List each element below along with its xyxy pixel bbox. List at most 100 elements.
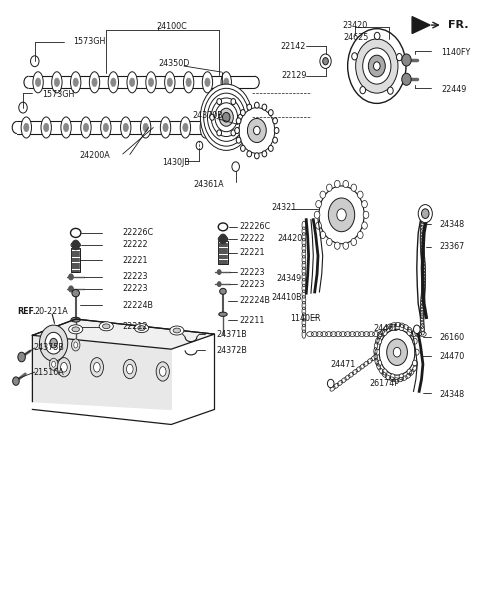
- Circle shape: [273, 137, 277, 143]
- Ellipse shape: [127, 364, 133, 374]
- Circle shape: [407, 330, 412, 336]
- Ellipse shape: [60, 362, 67, 372]
- Circle shape: [383, 330, 387, 336]
- Circle shape: [383, 369, 387, 375]
- Ellipse shape: [92, 78, 97, 86]
- Circle shape: [358, 232, 363, 238]
- Circle shape: [335, 181, 340, 188]
- Text: 24321: 24321: [272, 203, 297, 212]
- Ellipse shape: [24, 123, 29, 132]
- Ellipse shape: [180, 117, 191, 138]
- Circle shape: [247, 119, 266, 142]
- Circle shape: [352, 53, 358, 60]
- Text: 1140FY: 1140FY: [441, 47, 470, 57]
- Circle shape: [402, 54, 411, 66]
- Ellipse shape: [148, 78, 154, 86]
- Circle shape: [262, 104, 267, 110]
- Ellipse shape: [54, 78, 60, 86]
- Circle shape: [253, 126, 260, 135]
- Text: 24625: 24625: [343, 33, 368, 41]
- Ellipse shape: [108, 72, 119, 93]
- Circle shape: [326, 238, 332, 246]
- Circle shape: [50, 338, 57, 348]
- Text: 22223: 22223: [123, 272, 148, 282]
- Text: 21516A: 21516A: [34, 368, 64, 376]
- Text: 23367: 23367: [439, 242, 465, 251]
- Circle shape: [210, 114, 215, 120]
- Text: REF.: REF.: [17, 306, 36, 316]
- Ellipse shape: [202, 72, 213, 93]
- Text: 22221: 22221: [240, 248, 265, 257]
- Ellipse shape: [183, 123, 188, 132]
- Ellipse shape: [57, 358, 71, 377]
- Ellipse shape: [33, 72, 43, 93]
- Circle shape: [356, 39, 398, 93]
- Text: 22221: 22221: [123, 255, 148, 264]
- Text: 1140ER: 1140ER: [290, 314, 321, 323]
- Text: 22222: 22222: [240, 235, 265, 243]
- Circle shape: [399, 325, 404, 331]
- Ellipse shape: [72, 339, 80, 351]
- Circle shape: [72, 240, 80, 250]
- Ellipse shape: [63, 123, 69, 132]
- Circle shape: [363, 211, 369, 218]
- Circle shape: [39, 325, 68, 361]
- Circle shape: [358, 191, 363, 198]
- Circle shape: [316, 201, 322, 208]
- Circle shape: [328, 198, 355, 232]
- Ellipse shape: [220, 288, 226, 294]
- Ellipse shape: [52, 361, 56, 367]
- Circle shape: [390, 374, 395, 380]
- Ellipse shape: [120, 117, 131, 138]
- Circle shape: [200, 84, 252, 150]
- Circle shape: [320, 191, 325, 198]
- Polygon shape: [33, 336, 171, 409]
- Ellipse shape: [165, 72, 175, 93]
- Ellipse shape: [220, 117, 230, 138]
- Ellipse shape: [183, 72, 194, 93]
- Text: 26160: 26160: [439, 333, 465, 342]
- Ellipse shape: [103, 123, 108, 132]
- Circle shape: [343, 242, 348, 249]
- Circle shape: [393, 347, 401, 357]
- Text: 22211: 22211: [240, 316, 265, 325]
- Circle shape: [387, 339, 408, 365]
- Circle shape: [217, 270, 221, 274]
- Ellipse shape: [81, 117, 91, 138]
- Circle shape: [396, 54, 402, 61]
- Ellipse shape: [143, 123, 148, 132]
- Circle shape: [240, 145, 245, 151]
- Ellipse shape: [89, 72, 100, 93]
- Text: 24461: 24461: [373, 323, 399, 333]
- Ellipse shape: [203, 123, 208, 132]
- Text: 22224B: 22224B: [240, 297, 270, 305]
- Circle shape: [343, 181, 348, 188]
- Ellipse shape: [159, 367, 166, 376]
- Ellipse shape: [223, 123, 228, 132]
- Text: 24375B: 24375B: [34, 344, 64, 353]
- Text: 22223: 22223: [240, 268, 265, 277]
- Ellipse shape: [71, 72, 81, 93]
- Ellipse shape: [146, 72, 156, 93]
- Text: 22223: 22223: [240, 280, 265, 289]
- Text: 24348: 24348: [439, 390, 465, 399]
- Circle shape: [231, 130, 236, 136]
- Ellipse shape: [219, 312, 227, 316]
- Circle shape: [348, 29, 406, 103]
- Ellipse shape: [71, 317, 81, 322]
- Circle shape: [12, 377, 19, 385]
- Circle shape: [319, 186, 364, 244]
- Circle shape: [217, 282, 221, 286]
- Circle shape: [374, 32, 380, 40]
- Circle shape: [323, 58, 328, 65]
- Ellipse shape: [103, 324, 110, 329]
- Circle shape: [335, 242, 340, 249]
- Circle shape: [351, 184, 357, 192]
- Text: 22222: 22222: [123, 240, 148, 249]
- Ellipse shape: [224, 78, 229, 86]
- Text: 24410B: 24410B: [272, 294, 302, 302]
- Text: 24348: 24348: [439, 220, 465, 229]
- Bar: [71, 248, 81, 272]
- Ellipse shape: [205, 78, 210, 86]
- Circle shape: [273, 118, 277, 124]
